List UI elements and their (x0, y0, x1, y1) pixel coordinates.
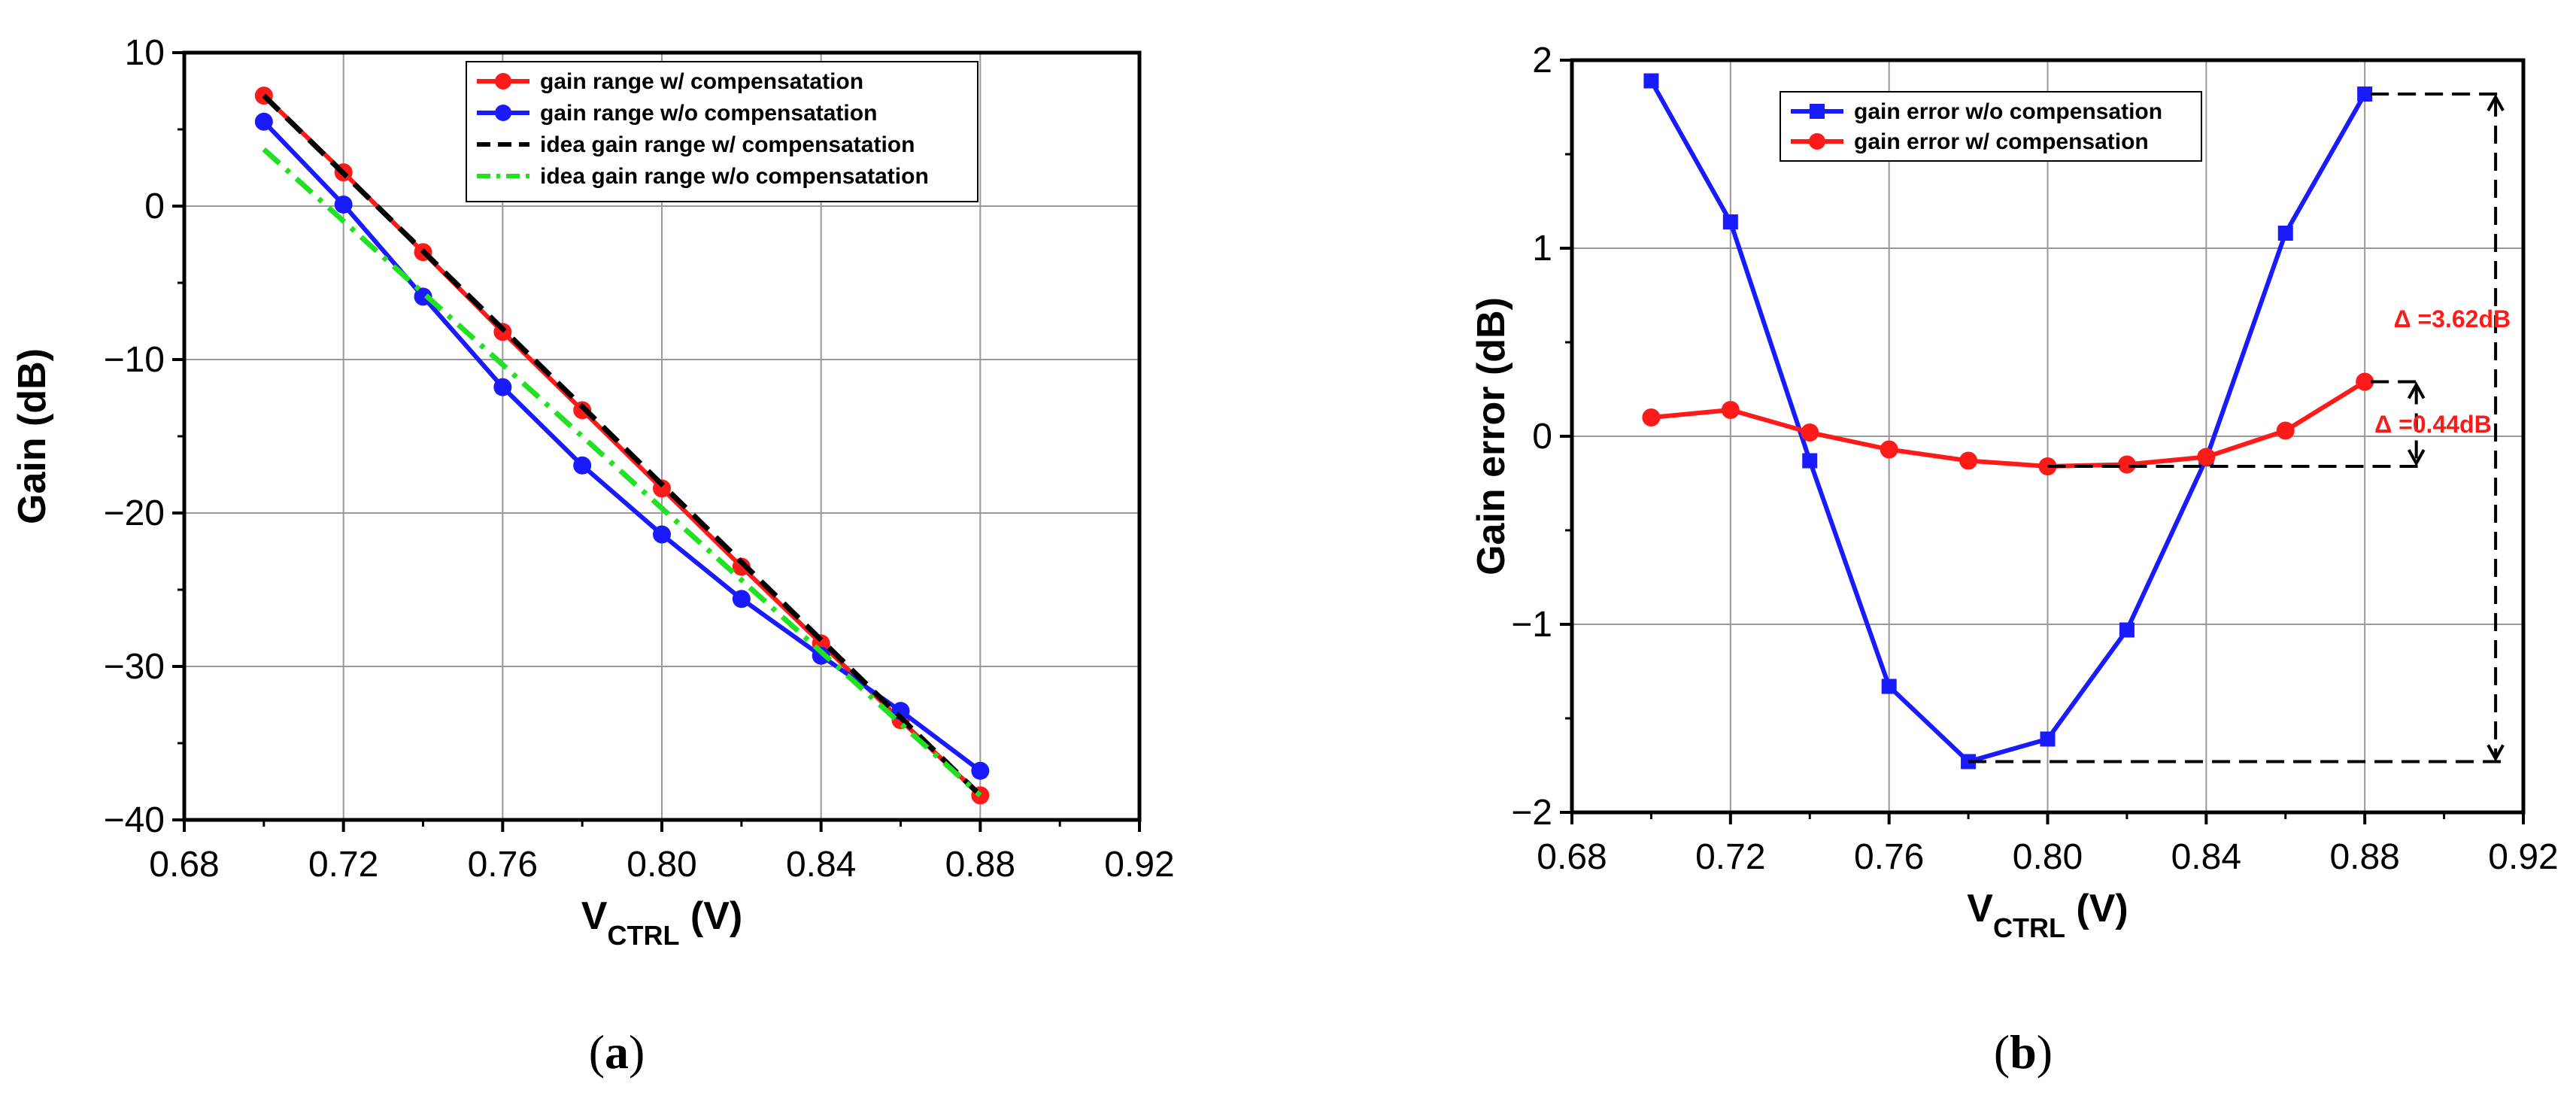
data-point-1 (1722, 214, 1738, 229)
data-point-1 (2357, 87, 2373, 102)
data-point-1 (1881, 678, 1897, 694)
data-point-2 (493, 378, 512, 396)
y-tick-label: −40 (104, 800, 165, 840)
data-point-2 (2117, 455, 2136, 474)
legend-label: idea gain range w/o compensatation (540, 164, 929, 189)
legend-marker (495, 105, 511, 121)
data-point-2 (2276, 421, 2295, 440)
y-tick-label: −10 (104, 340, 165, 380)
data-point-1 (1643, 73, 1659, 89)
legend-label: gain error w/o compensation (1854, 99, 2162, 124)
data-point-1 (1802, 453, 1818, 469)
y-tick-label: 2 (1532, 41, 1552, 80)
data-point-2 (1959, 451, 1978, 470)
x-tick-label: 0.72 (308, 845, 378, 885)
y-tick-label: 1 (1532, 229, 1552, 269)
x-axis-label: VCTRL (V) (581, 894, 742, 951)
data-point-2 (732, 590, 751, 609)
data-point-1 (653, 479, 671, 498)
plot-frame (182, 50, 1142, 822)
legend-label: gain range w/ compensatation (540, 69, 863, 94)
legend-label: idea gain range w/ compensatation (540, 132, 915, 157)
x-tick-label: 0.72 (1695, 837, 1765, 877)
data-point-2 (1880, 440, 1898, 459)
data-point-2 (573, 456, 592, 475)
annotation-arrowhead-up (2407, 381, 2426, 399)
annotation-arrowhead-down (2407, 449, 2426, 467)
x-tick-label: 0.80 (2013, 837, 2083, 877)
series-line-2 (262, 120, 982, 773)
series-line-4 (262, 147, 982, 797)
data-point-2 (414, 287, 432, 306)
x-tick-label: 0.76 (1854, 837, 1924, 877)
legend-marker (495, 73, 511, 90)
x-tick-label: 0.68 (1537, 837, 1607, 877)
data-point-2 (2356, 372, 2374, 391)
data-point-2 (1642, 408, 1661, 426)
x-tick-label: 0.92 (1104, 845, 1174, 885)
chart-panel-a: 0.68 0.72 0.76 0.80 0.84 0.88 0.92 −40 −30 −20 −10… (11, 33, 1175, 1079)
data-point-2 (653, 525, 671, 544)
series-line-3 (262, 93, 982, 797)
y-tick-label: −1 (1511, 605, 1552, 645)
panel-caption: (b) (1994, 1025, 2053, 1079)
y-tick-label: −30 (104, 647, 165, 687)
legend-label: gain range w/o compensatation (540, 101, 877, 126)
legend-box (1780, 91, 2202, 162)
plot-frame (1570, 58, 2526, 815)
y-tick-label: −20 (104, 493, 165, 533)
x-tick-label: 0.88 (2329, 837, 2399, 877)
x-tick-label: 0.76 (468, 845, 538, 885)
x-tick-label: 0.84 (786, 845, 856, 885)
data-point-1 (2277, 226, 2293, 241)
y-axis-label: Gain (dB) (11, 348, 54, 524)
data-point-2 (254, 112, 273, 131)
annotation-label: Δ =0.44dB (2374, 411, 2492, 438)
x-tick-label: 0.92 (2488, 837, 2558, 877)
y-tick-label: 0 (144, 187, 165, 226)
x-tick-label: 0.80 (627, 845, 696, 885)
data-point-1 (2119, 622, 2135, 638)
y-axis-label: Gain error (dB) (1470, 297, 1513, 575)
legend-marker (1810, 104, 1825, 119)
data-point-1 (2040, 731, 2056, 747)
data-point-2 (1721, 401, 1740, 419)
y-tick-label: −2 (1511, 793, 1552, 833)
x-tick-label: 0.68 (149, 845, 219, 885)
data-point-2 (971, 761, 990, 780)
annotation-label: Δ =3.62dB (2394, 305, 2511, 332)
x-tick-label: 0.84 (2171, 837, 2241, 877)
series-line-1 (1649, 80, 2367, 764)
annotation-arrowhead-down (2486, 744, 2505, 762)
panel-caption: (a) (589, 1025, 645, 1079)
x-axis-label: VCTRL (V) (1967, 887, 2128, 943)
y-tick-label: 10 (125, 33, 165, 73)
x-tick-label: 0.88 (945, 845, 1015, 885)
legend-label: gain error w/ compensation (1854, 129, 2149, 154)
annotation-arrowhead-up (2486, 93, 2505, 111)
chart-panel-b: 0.68 0.72 0.76 0.80 0.84 0.88 0.92 −2 −1 0 1 2 VCTRL… (1470, 41, 2559, 1079)
legend-box (466, 61, 979, 202)
y-tick-label: 0 (1532, 417, 1552, 457)
legend-marker (1809, 133, 1825, 150)
data-point-2 (334, 195, 353, 214)
data-point-1 (732, 557, 751, 576)
data-point-2 (1801, 423, 1819, 442)
series-line-2 (1651, 379, 2366, 469)
data-point-2 (2197, 448, 2216, 466)
